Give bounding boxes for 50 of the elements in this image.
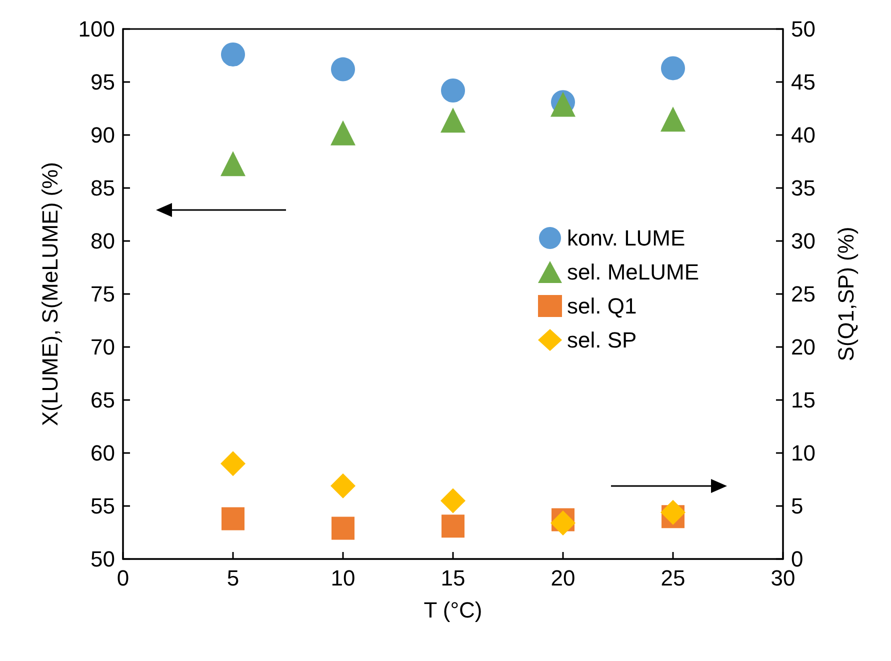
x-axis-title: T (°C)	[424, 598, 482, 622]
y-tick-label: 70	[90, 334, 115, 360]
y2-tick-label: 35	[791, 176, 816, 200]
point	[332, 516, 354, 540]
point	[222, 507, 244, 530]
y2-tick-label: 45	[791, 70, 816, 94]
y-tick-label: 90	[90, 122, 115, 148]
point	[440, 108, 466, 133]
point	[550, 510, 576, 536]
y-tick-label: 55	[90, 494, 115, 518]
point	[220, 451, 246, 476]
y2-axis-title: S(Q1,SP) (%)	[834, 226, 858, 362]
y-tick-label: 75	[90, 282, 115, 306]
y-tick-label: 100	[78, 16, 115, 42]
y-axis-title: X(LUME), S(MeLUME) (%)	[38, 162, 62, 426]
point	[660, 106, 686, 132]
y-tick-label: 95	[90, 70, 115, 94]
point	[221, 42, 245, 66]
point	[331, 57, 355, 82]
y-tick-label: 60	[90, 440, 115, 466]
y2-tick-label: 20	[791, 334, 816, 360]
x-tick-label: 25	[660, 566, 686, 590]
x-tick-label: 15	[440, 566, 466, 590]
x-tick-label: 5	[226, 566, 240, 590]
point	[442, 514, 464, 538]
y-tick-label: 85	[90, 176, 115, 200]
y2-tick-label: 30	[791, 228, 816, 254]
y2-tick-label: 5	[791, 494, 804, 518]
y-tick-label: 50	[90, 546, 115, 572]
x-tick-label: 20	[550, 566, 576, 590]
point	[330, 120, 356, 146]
legend-label: konv. LUME	[567, 226, 686, 250]
y2-tick-label: 10	[791, 440, 816, 466]
y2-tick-label: 40	[791, 122, 816, 148]
y-tick-label: 65	[90, 388, 115, 412]
x-tick-label: 0	[116, 566, 130, 590]
point	[220, 151, 246, 176]
point	[660, 500, 686, 525]
y2-tick-label: 50	[791, 16, 816, 42]
x-tick-label: 10	[330, 566, 356, 590]
point	[440, 488, 466, 514]
legend-label: sel. MeLUME	[567, 260, 700, 284]
point	[441, 78, 465, 102]
y-tick-label: 80	[90, 228, 115, 254]
legend-label: sel. Q1	[567, 294, 637, 318]
point	[330, 473, 356, 498]
y2-tick-label: 25	[791, 282, 816, 306]
point	[661, 56, 685, 80]
legend-label: sel. SP	[567, 328, 637, 352]
y2-tick-label: 15	[791, 388, 816, 412]
